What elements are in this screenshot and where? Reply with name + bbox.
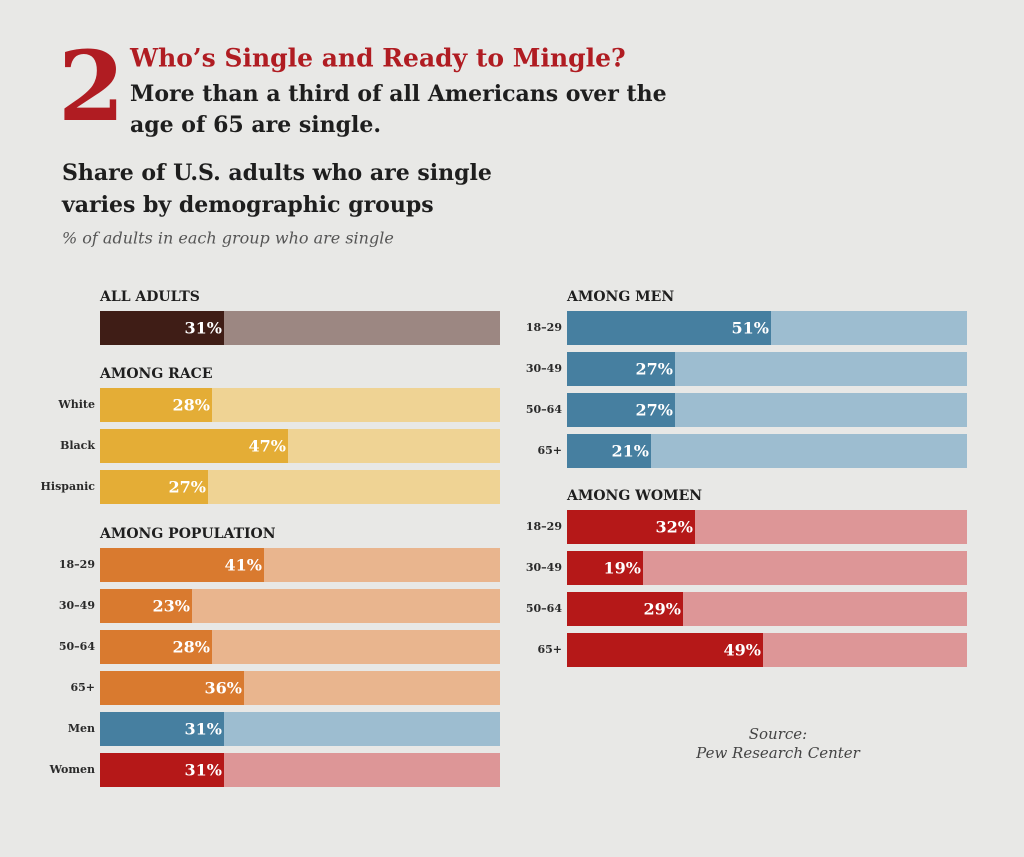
value-label: 29% xyxy=(644,600,681,619)
value-label: 31% xyxy=(185,319,222,338)
category-label: Men xyxy=(68,722,95,735)
source: Pew Research Center xyxy=(695,744,861,762)
bar xyxy=(100,429,288,463)
note: % of adults in each group who are single xyxy=(62,229,394,248)
category-label: Hispanic xyxy=(41,480,96,493)
bar xyxy=(567,352,675,386)
panel-title: AMONG POPULATION xyxy=(99,526,276,542)
panel-title: ALL ADULTS xyxy=(99,289,200,305)
value-label: 31% xyxy=(185,761,222,780)
value-label: 19% xyxy=(604,559,641,578)
panel-title: AMONG WOMEN xyxy=(566,488,702,504)
panel-title: AMONG MEN xyxy=(566,289,674,305)
bar xyxy=(567,510,695,544)
category-label: 30–49 xyxy=(59,599,95,612)
category-label: Women xyxy=(49,763,95,776)
category-label: 30–49 xyxy=(526,561,562,574)
category-label: 65+ xyxy=(537,643,562,656)
value-label: 27% xyxy=(169,478,206,497)
bar xyxy=(567,311,771,345)
value-label: 31% xyxy=(185,720,222,739)
category-label: 18–29 xyxy=(526,520,562,533)
category-label: Black xyxy=(60,439,95,452)
category-label: 30–49 xyxy=(526,362,562,375)
bar xyxy=(100,311,224,345)
value-label: 51% xyxy=(732,319,769,338)
panel-title: AMONG RACE xyxy=(99,366,213,382)
section-number: 2 xyxy=(58,30,125,143)
bar xyxy=(100,712,224,746)
title: Who’s Single and Ready to Mingle? xyxy=(129,44,626,73)
category-label: 50–64 xyxy=(526,602,562,615)
value-label: 36% xyxy=(205,679,242,698)
category-label: 50–64 xyxy=(59,640,95,653)
subtitle: More than a third of all Americans over … xyxy=(130,81,667,107)
bar xyxy=(567,592,683,626)
category-label: 50–64 xyxy=(526,403,562,416)
value-label: 27% xyxy=(636,401,673,420)
value-label: 21% xyxy=(612,442,649,461)
heading: Share of U.S. adults who are single xyxy=(62,160,492,186)
value-label: 41% xyxy=(225,556,262,575)
bar xyxy=(567,393,675,427)
bar xyxy=(100,671,244,705)
category-label: 18–29 xyxy=(59,558,95,571)
subtitle: age of 65 are single. xyxy=(130,112,381,138)
bar xyxy=(100,548,264,582)
value-label: 27% xyxy=(636,360,673,379)
value-label: 23% xyxy=(153,597,190,616)
value-label: 32% xyxy=(656,518,693,537)
source: Source: xyxy=(749,725,807,743)
value-label: 47% xyxy=(249,437,286,456)
bar xyxy=(100,753,224,787)
category-label: 65+ xyxy=(70,681,95,694)
bar xyxy=(100,388,212,422)
bar xyxy=(567,434,651,468)
bar xyxy=(567,551,643,585)
category-label: White xyxy=(57,398,95,411)
heading: varies by demographic groups xyxy=(61,192,434,218)
bar xyxy=(567,633,763,667)
category-label: 18–29 xyxy=(526,321,562,334)
category-label: 65+ xyxy=(537,444,562,457)
value-label: 28% xyxy=(173,396,210,415)
bar xyxy=(100,589,192,623)
value-label: 49% xyxy=(724,641,761,660)
value-label: 28% xyxy=(173,638,210,657)
bar xyxy=(100,470,208,504)
bar xyxy=(100,630,212,664)
